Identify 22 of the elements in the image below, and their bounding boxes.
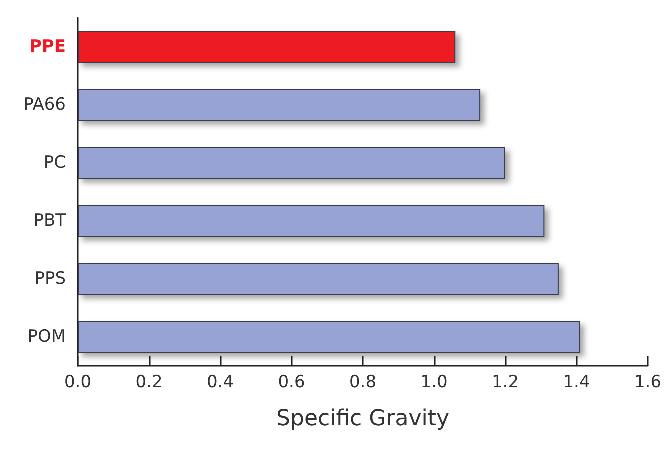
x-tick-label: 1.6 <box>634 372 662 392</box>
y-tick-label: PPE <box>29 37 66 57</box>
x-tick-label: 0.6 <box>278 372 306 392</box>
bar <box>78 147 506 179</box>
x-tick-label: 0.0 <box>64 372 92 392</box>
x-tick-label: 0.8 <box>349 372 377 392</box>
bar <box>78 89 481 121</box>
y-tick-label: POM <box>28 327 66 347</box>
y-tick-label: PA66 <box>24 95 66 115</box>
x-tick-label: 1.0 <box>420 372 448 392</box>
y-tick-label: PBT <box>34 211 67 231</box>
bar <box>78 31 456 63</box>
y-tick-label: PC <box>44 153 66 173</box>
bar <box>78 263 559 295</box>
x-tick-label: 1.4 <box>563 372 590 392</box>
x-tick-label: 1.2 <box>492 372 520 392</box>
bar <box>78 321 580 353</box>
bar <box>78 205 545 237</box>
x-tick-label: 0.4 <box>206 372 234 392</box>
x-tick-label: 0.2 <box>136 372 163 392</box>
y-tick-label: PPS <box>34 269 66 289</box>
x-axis-title: Specific Gravity <box>276 406 450 432</box>
